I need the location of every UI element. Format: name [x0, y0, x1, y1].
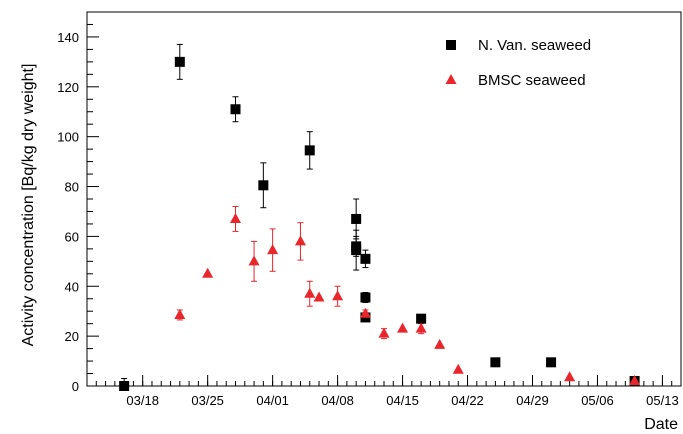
x-axis-label: Date: [644, 416, 678, 433]
data-point: [397, 322, 409, 333]
series-2: [174, 212, 641, 386]
data-point: [490, 357, 501, 368]
data-point: [434, 338, 446, 349]
x-tick-label: 03/25: [191, 393, 224, 408]
data-point: [564, 371, 576, 382]
data-point: [267, 244, 279, 255]
x-tick-label: 04/01: [256, 393, 289, 408]
x-tick-label: 04/29: [516, 393, 549, 408]
x-tick-label: 05/13: [646, 393, 679, 408]
data-point: [294, 235, 306, 246]
x-tick-label: 03/18: [126, 393, 159, 408]
y-tick-label: 60: [65, 229, 79, 244]
y-tick-label: 140: [57, 30, 79, 45]
data-point: [332, 290, 344, 301]
data-point: [230, 212, 241, 223]
data-point: [359, 307, 371, 318]
data-point: [313, 291, 325, 302]
y-tick-label: 0: [72, 379, 79, 394]
error-bars: [121, 43, 638, 387]
data-point: [230, 104, 241, 115]
data-point: [304, 145, 315, 156]
legend-label: N. Van. seaweed: [478, 37, 591, 54]
data-point: [258, 180, 269, 191]
legend-label: BMSC seaweed: [478, 72, 586, 89]
x-tick-label: 04/22: [451, 393, 484, 408]
data-point: [304, 287, 316, 298]
x-tick-label: 04/08: [321, 393, 354, 408]
data-point: [378, 327, 390, 338]
data-point: [119, 381, 130, 391]
y-axis-ticks: 0 20 40 60 80 100 120 140: [57, 11, 99, 394]
data-point: [360, 292, 371, 303]
x-tick-label: 05/06: [581, 393, 614, 408]
data-point: [248, 255, 260, 266]
legend-marker: [445, 74, 457, 84]
y-tick-label: 120: [57, 80, 79, 95]
legend-marker: [446, 40, 456, 50]
x-tick-label: 04/15: [386, 393, 419, 408]
series-1: [119, 56, 640, 391]
data-point: [174, 56, 185, 67]
data-point: [546, 357, 557, 368]
y-tick-label: 80: [65, 180, 79, 195]
data-point: [351, 245, 362, 256]
data-point: [416, 313, 427, 324]
y-tick-label: 20: [65, 329, 79, 344]
x-axis-ticks: 03/18 03/25 04/01 04/08 04/15 04/22 04/29 05/06…: [86, 375, 682, 408]
series-layer: [119, 56, 641, 391]
data-point: [360, 253, 371, 264]
data-point: [202, 267, 214, 278]
y-tick-label: 100: [57, 130, 79, 145]
y-axis-label: Activity concentration [Bq/kg dry weight…: [20, 64, 37, 347]
data-point: [415, 322, 427, 333]
data-point: [174, 308, 186, 319]
legend: N. Van. seaweed BMSC seaweed: [445, 37, 591, 89]
data-point: [629, 375, 641, 386]
data-point: [351, 213, 362, 224]
data-point: [452, 363, 464, 374]
y-tick-label: 40: [65, 279, 79, 294]
